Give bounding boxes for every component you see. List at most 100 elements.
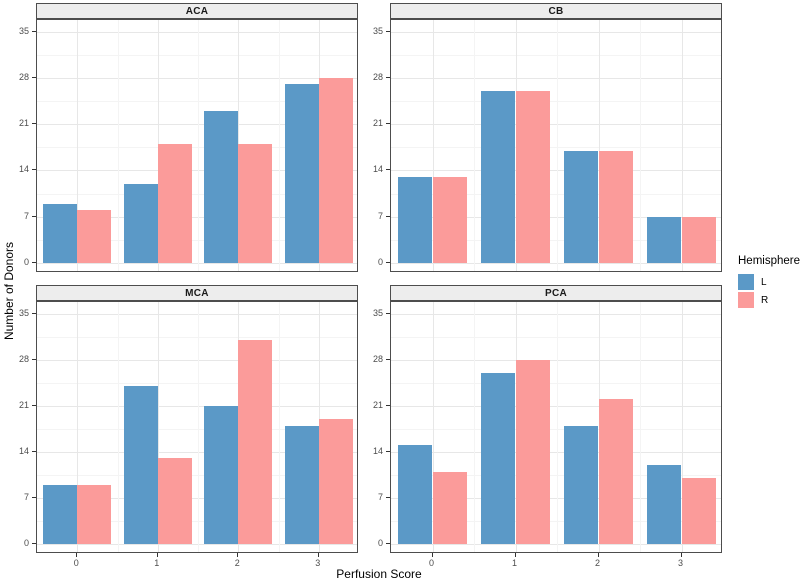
bar-l-score-0	[397, 445, 433, 544]
facet-strip-label: MCA	[185, 287, 209, 299]
gridline-major	[37, 77, 357, 79]
bar-l-score-2	[563, 150, 599, 263]
y-tick-label: 7	[377, 491, 383, 502]
gridline-major	[77, 302, 79, 552]
bar-l-score-1	[123, 183, 158, 263]
y-tick-mark	[32, 450, 36, 452]
y-axis-title: Number of Donors	[2, 241, 16, 341]
gridline-minor	[37, 193, 357, 195]
x-tick-mark	[597, 553, 599, 557]
gridline-minor	[640, 20, 641, 271]
bar-r-score-1	[157, 143, 192, 263]
gridline-minor	[391, 382, 721, 384]
gridline-major	[37, 31, 357, 33]
legend-title: Hemisphere	[738, 255, 800, 267]
gridline-minor	[117, 302, 119, 552]
bar-r-score-0	[77, 484, 112, 544]
y-tick-mark	[386, 123, 390, 125]
y-tick-mark	[386, 496, 390, 498]
x-tick-label: 1	[511, 558, 517, 568]
gridline-minor	[37, 474, 357, 476]
facet-strip-cb: CB	[390, 3, 722, 19]
gridline-major	[391, 544, 721, 545]
y-tick-label: 0	[23, 538, 29, 548]
y-tick-mark	[386, 169, 390, 171]
gridline-minor	[474, 302, 475, 552]
gridline-minor	[278, 302, 280, 552]
bar-l-score-2	[563, 425, 599, 544]
x-tick-mark	[76, 553, 78, 557]
y-tick-label: 35	[18, 307, 29, 318]
gridline-minor	[391, 54, 721, 56]
legend-label-l: L	[761, 276, 767, 288]
gridline-minor	[198, 302, 199, 552]
y-tick-mark	[386, 76, 390, 78]
legend-key-r-swatch	[738, 292, 754, 308]
y-tick-mark	[32, 169, 36, 171]
gridline-major	[37, 170, 357, 172]
gridline-minor	[557, 302, 558, 552]
gridline-major	[37, 216, 357, 218]
gridline-minor	[391, 147, 721, 149]
gridline-minor	[391, 193, 721, 195]
facet-panel-mca	[36, 301, 358, 553]
gridline-minor	[37, 54, 357, 56]
gridline-major	[391, 124, 721, 126]
gridline-minor	[391, 101, 721, 102]
bar-l-score-3	[284, 425, 319, 544]
gridline-major	[157, 302, 159, 552]
bar-l-score-1	[480, 91, 516, 263]
y-tick-label: 7	[23, 210, 29, 221]
gridline-major	[37, 405, 357, 407]
x-tick-label: 0	[73, 558, 79, 568]
x-axis-title: Perfusion Score	[336, 567, 422, 581]
y-tick-mark	[386, 450, 390, 452]
bar-r-score-0	[432, 471, 468, 544]
gridline-minor	[117, 20, 119, 271]
y-tick-label: 14	[18, 164, 29, 175]
y-tick-mark	[32, 312, 36, 314]
x-tick-label: 2	[594, 558, 600, 568]
legend-item-r: R	[738, 292, 800, 308]
bar-r-score-2	[598, 150, 634, 263]
gridline-minor	[557, 20, 558, 271]
y-tick-mark	[32, 30, 36, 32]
legend-label-r: R	[761, 294, 769, 306]
gridline-major	[391, 170, 721, 172]
x-tick-label: 3	[677, 558, 683, 568]
gridline-major	[37, 313, 357, 315]
y-tick-mark	[32, 262, 36, 263]
gridline-minor	[37, 382, 357, 384]
y-tick-mark	[32, 404, 36, 406]
facet-panel-cb	[390, 19, 722, 272]
gridline-major	[391, 313, 721, 315]
gridline-minor	[391, 520, 721, 522]
facet-panel-aca	[36, 19, 358, 272]
facet-strip-label: PCA	[544, 287, 567, 299]
gridline-minor	[391, 336, 721, 338]
y-tick-mark	[32, 123, 36, 125]
y-tick-label: 28	[18, 71, 29, 82]
gridline-minor	[37, 336, 357, 338]
gridline-major	[37, 263, 357, 264]
legend-key-l-swatch	[738, 274, 754, 290]
y-tick-label: 28	[372, 71, 383, 82]
y-tick-label: 7	[377, 210, 383, 221]
gridline-minor	[474, 20, 475, 271]
bar-r-score-1	[515, 91, 551, 263]
bar-l-score-0	[397, 177, 433, 263]
bar-r-score-2	[598, 399, 634, 544]
bar-l-score-2	[204, 110, 239, 263]
facet-strip-mca: MCA	[36, 285, 358, 301]
y-tick-label: 7	[23, 491, 29, 502]
facet-strip-aca: ACA	[36, 3, 358, 19]
gridline-minor	[640, 302, 641, 552]
bar-r-score-2	[238, 143, 273, 263]
bar-r-score-0	[432, 177, 468, 263]
bar-r-score-3	[318, 77, 353, 263]
y-tick-label: 14	[18, 445, 29, 456]
y-tick-label: 35	[372, 307, 383, 318]
gridline-minor	[391, 239, 721, 241]
x-tick-label: 0	[428, 558, 434, 568]
facet-panel-pca	[390, 301, 722, 553]
